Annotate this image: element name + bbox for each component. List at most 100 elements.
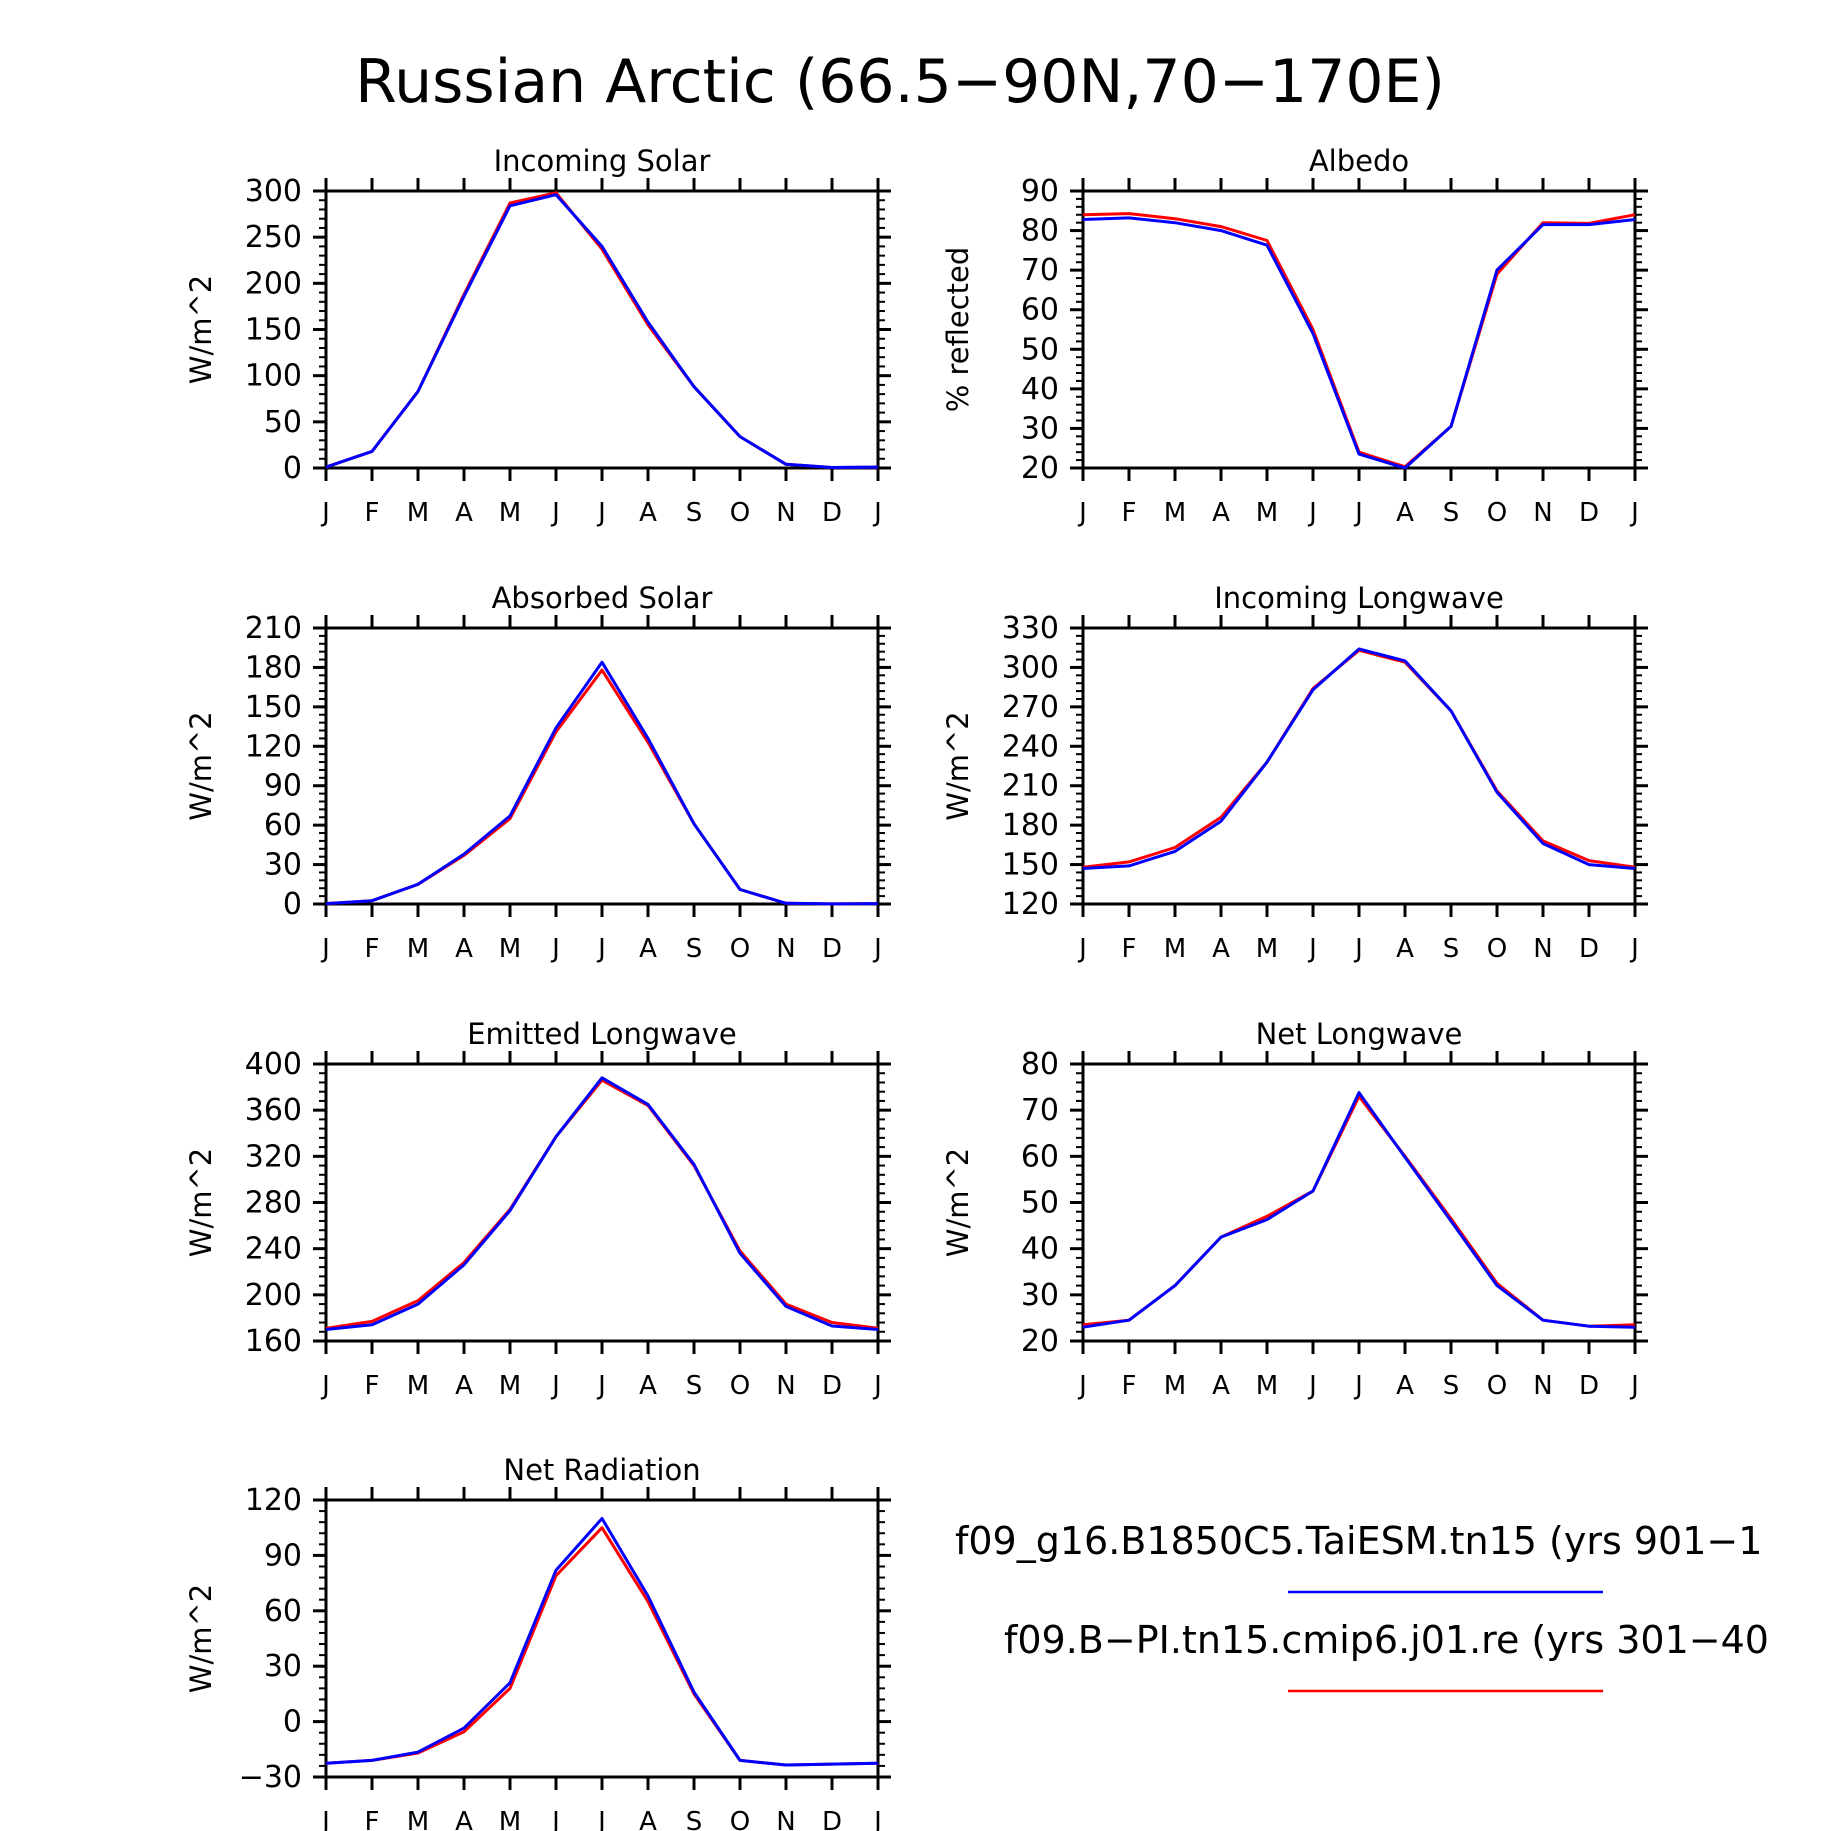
x-tick-label: J [596,498,606,528]
series-line-2 [1082,647,1636,870]
x-tick-label: J [1307,498,1317,528]
y-tick-label: 240 [245,1232,302,1267]
x-tick-label: M [499,1807,521,1831]
legend-label-2: f09.B−PI.tn15.cmip6.j01.re (yrs 301−40 [1004,1618,1769,1662]
x-tick-label: J [1353,1371,1363,1401]
x-tick-label: D [1579,498,1599,528]
y-tick-label: 160 [245,1324,302,1359]
panel-title: Incoming Longwave [1214,581,1504,615]
x-tick-label: J [872,934,882,964]
y-axis-label: W/m^2 [184,275,218,384]
series-line-1 [1082,648,1636,869]
series-line-2 [325,660,879,906]
x-tick-label: J [872,1371,882,1401]
x-tick-label: J [320,498,330,528]
x-tick-label: J [550,1371,560,1401]
x-tick-label: A [639,498,657,528]
x-tick-label: J [320,1371,330,1401]
y-tick-label: 180 [1002,808,1059,843]
y-tick-label: 50 [1021,332,1059,367]
y-tick-label: 250 [245,220,302,255]
x-tick-label: O [730,1371,750,1401]
y-tick-label: 210 [1002,769,1059,804]
x-tick-label: S [1443,498,1460,528]
x-tick-label: M [407,498,429,528]
x-tick-label: M [1164,934,1186,964]
panel-7: J F M A M J J A S O N D J −30 0 30 60 90 120 Net Radiation W… [184,1453,891,1831]
series-line-1 [325,1526,879,1767]
y-tick-label: 90 [1021,174,1059,209]
x-tick-label: N [1533,498,1552,528]
x-tick-label: M [1256,1371,1278,1401]
x-tick-label: O [1487,498,1507,528]
x-tick-label: O [730,498,750,528]
x-tick-label: S [686,934,703,964]
y-tick-label: 150 [1002,848,1059,883]
x-tick-label: S [686,1807,703,1831]
x-tick-label: M [1256,498,1278,528]
x-tick-label: F [1122,498,1137,528]
plot-frame [324,189,880,470]
x-tick-label: A [639,934,657,964]
x-tick-label: D [822,934,842,964]
x-tick-label: A [639,1807,657,1831]
panel-1: J F M A M J J A S O N D J050100150200250300Incoming … [184,144,891,528]
y-tick-label: 300 [245,174,302,209]
plot-frame [1081,189,1637,470]
series-line-2 [325,1517,879,1767]
x-tick-label: S [1443,1371,1460,1401]
y-tick-label: 80 [1021,1047,1059,1082]
y-tick-label: 120 [245,729,302,764]
x-tick-label: O [1487,1371,1507,1401]
figure-title: Russian Arctic (66.5−90N,70−170E) [355,47,1445,117]
x-tick-label: A [455,1371,473,1401]
y-tick-label: 280 [245,1186,302,1221]
plot-frame [324,1498,880,1779]
y-tick-label: 70 [1021,1093,1059,1128]
y-tick-label: 80 [1021,214,1059,249]
legend: f09_g16.B1850C5.TaiESM.tn15 (yrs 901−1 f… [955,1519,1769,1693]
x-tick-label: N [776,1807,795,1831]
y-tick-label: 30 [264,848,302,883]
x-tick-label: J [550,498,560,528]
x-tick-label: M [1164,498,1186,528]
y-tick-label: 200 [245,1278,302,1313]
panel-title: Albedo [1309,144,1409,178]
y-axis-label: W/m^2 [941,711,975,820]
y-axis-label: W/m^2 [941,1148,975,1257]
panel-title: Net Longwave [1256,1017,1463,1051]
x-tick-label: S [686,498,703,528]
y-axis-label: W/m^2 [184,711,218,820]
y-tick-label: 30 [264,1649,302,1684]
y-tick-label: 60 [264,808,302,843]
y-tick-label: 90 [264,1538,302,1573]
x-tick-label: J [1629,934,1639,964]
x-tick-label: M [407,934,429,964]
x-tick-label: S [686,1371,703,1401]
panel-title: Emitted Longwave [467,1017,737,1051]
plot-frame [324,1062,880,1343]
y-tick-label: 40 [1021,1232,1059,1267]
series-line-2 [325,193,879,469]
series-line-1 [325,668,879,906]
y-tick-label: 100 [245,359,302,394]
x-tick-label: M [499,934,521,964]
x-tick-label: A [1212,1371,1230,1401]
y-tick-label: 50 [264,405,302,440]
y-tick-label: 150 [245,690,302,725]
y-tick-label: 0 [283,451,302,486]
panel-4: J F M A M J J A S O N D J120150180210240270300330Inc… [941,581,1648,964]
series-line-2 [1082,216,1636,470]
y-tick-label: 20 [1021,1324,1059,1359]
series-line-1 [325,191,879,469]
y-tick-label: 300 [1002,650,1059,685]
x-tick-label: J [550,934,560,964]
x-tick-label: D [1579,1371,1599,1401]
y-tick-label: 60 [1021,293,1059,328]
y-tick-label: −30 [239,1760,302,1795]
y-tick-label: 120 [245,1483,302,1518]
y-tick-label: 360 [245,1093,302,1128]
panel-3: J F M A M J J A S O N D J0306090120150180210Absorbed… [184,581,891,964]
x-tick-label: M [407,1371,429,1401]
